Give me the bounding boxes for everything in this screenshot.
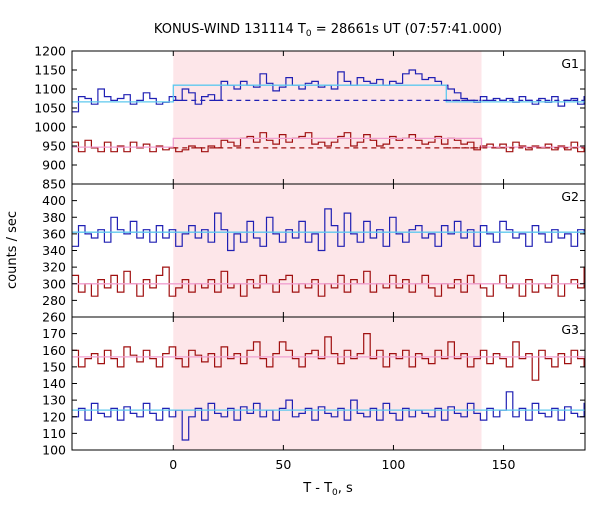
x-tick-label: 100 bbox=[382, 457, 406, 472]
x-axis-label-prefix: T - T bbox=[302, 481, 332, 496]
y-tick-label: 160 bbox=[42, 343, 66, 358]
y-tick-label: 340 bbox=[42, 243, 66, 258]
panel-g2-series-0 bbox=[72, 208, 585, 252]
y-tick-label: 360 bbox=[42, 226, 66, 241]
x-axis-label: T - T0, s bbox=[302, 481, 353, 498]
x-axis-label-suffix: , s bbox=[338, 481, 353, 496]
panel-g3-series-0 bbox=[72, 333, 585, 381]
y-tick-label: 140 bbox=[42, 376, 66, 391]
y-tick-label: 170 bbox=[42, 326, 66, 341]
panel-g1: 850 900 950 1000 1050 1100 1150 1200 G1 bbox=[34, 44, 586, 192]
y-tick-label: 300 bbox=[42, 276, 66, 291]
highlight-interval bbox=[173, 51, 482, 450]
y-tick-label: 100 bbox=[42, 443, 66, 458]
y-tick-label: 150 bbox=[42, 359, 66, 374]
y-tick-label: 850 bbox=[42, 177, 66, 192]
y-tick-label: 950 bbox=[42, 139, 66, 154]
y-tick-label: 260 bbox=[42, 310, 66, 325]
chart-title-sub: 0 bbox=[306, 29, 312, 39]
y-tick-label: 110 bbox=[42, 426, 66, 441]
y-tick-label: 130 bbox=[42, 393, 66, 408]
panel-name: G2 bbox=[561, 189, 579, 204]
chart-title: KONUS-WIND 131114 T0 = 28661s UT (07:57:… bbox=[154, 22, 502, 39]
y-tick-label: 120 bbox=[42, 409, 66, 424]
y-tick-label: 1050 bbox=[34, 101, 66, 116]
panel-name: G1 bbox=[561, 56, 579, 71]
x-tick-label: 0 bbox=[169, 457, 177, 472]
y-tick-label: 380 bbox=[42, 210, 66, 225]
x-axis-label-sub: 0 bbox=[332, 488, 338, 498]
y-tick-label: 280 bbox=[42, 293, 66, 308]
y-axis-label: counts / sec bbox=[5, 211, 20, 289]
y-tick-label: 1200 bbox=[34, 44, 66, 59]
panel-name: G3 bbox=[561, 322, 579, 337]
y-tick-label: 1000 bbox=[34, 120, 66, 135]
panel-g2-series-1 bbox=[72, 266, 585, 297]
chart-title-suffix: = 28661s UT (07:57:41.000) bbox=[312, 22, 502, 37]
chart-title-prefix: KONUS-WIND 131114 T bbox=[154, 22, 306, 37]
panel-g1-series-2 bbox=[72, 84, 585, 103]
y-tick-label: 400 bbox=[42, 193, 66, 208]
panel-g1-series-3 bbox=[72, 137, 585, 148]
plot-layer: 85090095010001050110011501200G1260280300… bbox=[34, 44, 586, 472]
y-tick-label: 1150 bbox=[34, 63, 66, 78]
y-tick-label: 900 bbox=[42, 158, 66, 173]
x-tick-label: 50 bbox=[275, 457, 291, 472]
panel-g1-series-1 bbox=[72, 132, 585, 153]
x-tick-label: 150 bbox=[492, 457, 516, 472]
y-tick-label: 1100 bbox=[34, 82, 66, 97]
y-tick-label: 320 bbox=[42, 260, 66, 275]
